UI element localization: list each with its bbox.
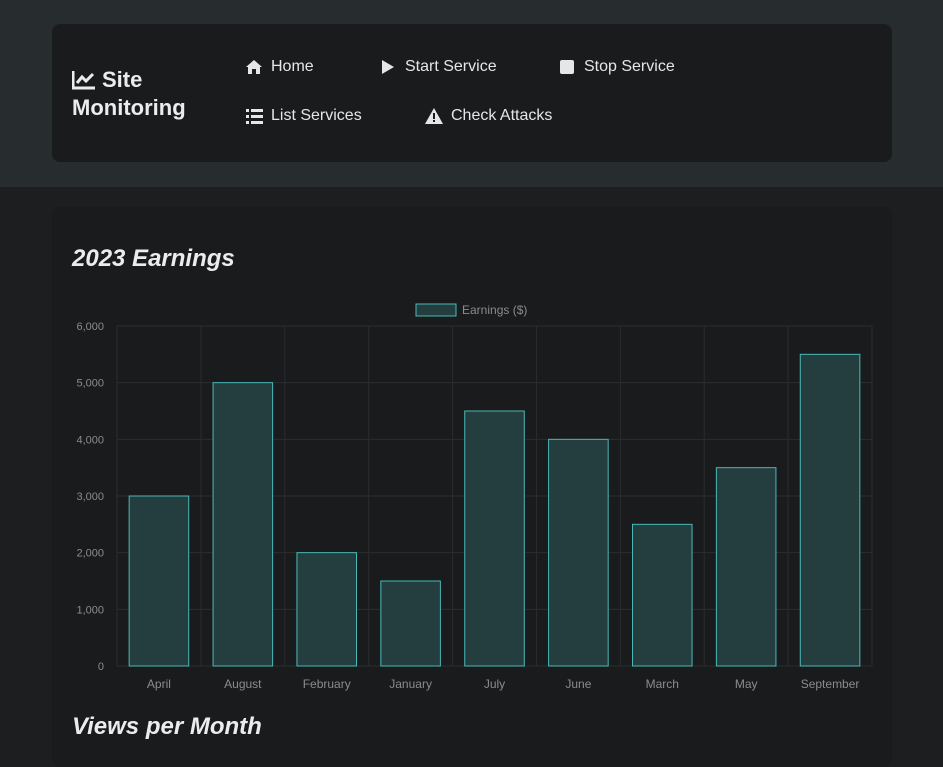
nav-list-services-label: List Services (271, 107, 362, 124)
nav-start-service[interactable]: Start Service (379, 58, 497, 76)
bar (631, 523, 693, 667)
x-tick-label: April (147, 677, 171, 691)
y-tick-label: 5,000 (76, 378, 104, 390)
chart-title: 2023 Earnings (72, 245, 235, 272)
y-tick-label: 2,000 (76, 548, 104, 560)
nav-home[interactable]: Home (245, 58, 314, 76)
brand-label: Site Monitoring (72, 67, 186, 120)
x-tick-label: September (801, 677, 860, 691)
play-icon (379, 59, 397, 75)
x-tick-label: March (646, 677, 679, 691)
legend-swatch (415, 303, 457, 317)
earnings-bar-chart: 0 1,000 2,000 3,000 4,000 5,000 6,000 April Augu… (76, 303, 873, 691)
nav-check-attacks[interactable]: Check Attacks (425, 107, 552, 125)
bar (799, 353, 861, 667)
nav-start-service-label: Start Service (405, 58, 497, 75)
x-tick-label: February (303, 677, 351, 691)
nav-list-services[interactable]: List Services (245, 107, 362, 125)
bar (296, 552, 358, 667)
bar (380, 580, 441, 667)
list-icon (245, 108, 263, 124)
earnings-card: 2023 Earnings 0 1,000 2,000 3,000 4,000 5,000… (52, 207, 892, 767)
x-tick-label: June (565, 677, 591, 691)
nav-check-attacks-label: Check Attacks (451, 107, 553, 124)
nav-home-label: Home (271, 58, 314, 75)
brand[interactable]: Site Monitoring (71, 66, 222, 122)
y-tick-label: 6,000 (76, 321, 104, 333)
x-tick-label: August (224, 677, 262, 691)
chart-line-icon (71, 71, 95, 90)
home-icon (245, 59, 263, 75)
y-tick-label: 4,000 (76, 434, 104, 446)
bar (715, 467, 777, 667)
x-tick-label: May (735, 677, 758, 691)
nav-stop-service[interactable]: Stop Service (558, 58, 675, 76)
x-tick-label: July (484, 677, 505, 691)
stop-icon (558, 60, 576, 74)
bar (128, 495, 190, 667)
bar (548, 438, 609, 667)
nav-stop-service-label: Stop Service (584, 58, 675, 75)
warning-icon (425, 108, 443, 124)
y-tick-label: 1,000 (76, 604, 104, 616)
bar (464, 410, 525, 667)
legend-label: Earnings ($) (462, 303, 527, 317)
y-tick-label: 0 (98, 661, 104, 673)
x-tick-label: January (389, 677, 432, 691)
bar (212, 382, 274, 667)
navbar: Site Monitoring Home Start Service Stop … (52, 24, 892, 162)
views-per-month-title: Views per Month (72, 713, 262, 740)
y-tick-label: 3,000 (76, 491, 104, 503)
